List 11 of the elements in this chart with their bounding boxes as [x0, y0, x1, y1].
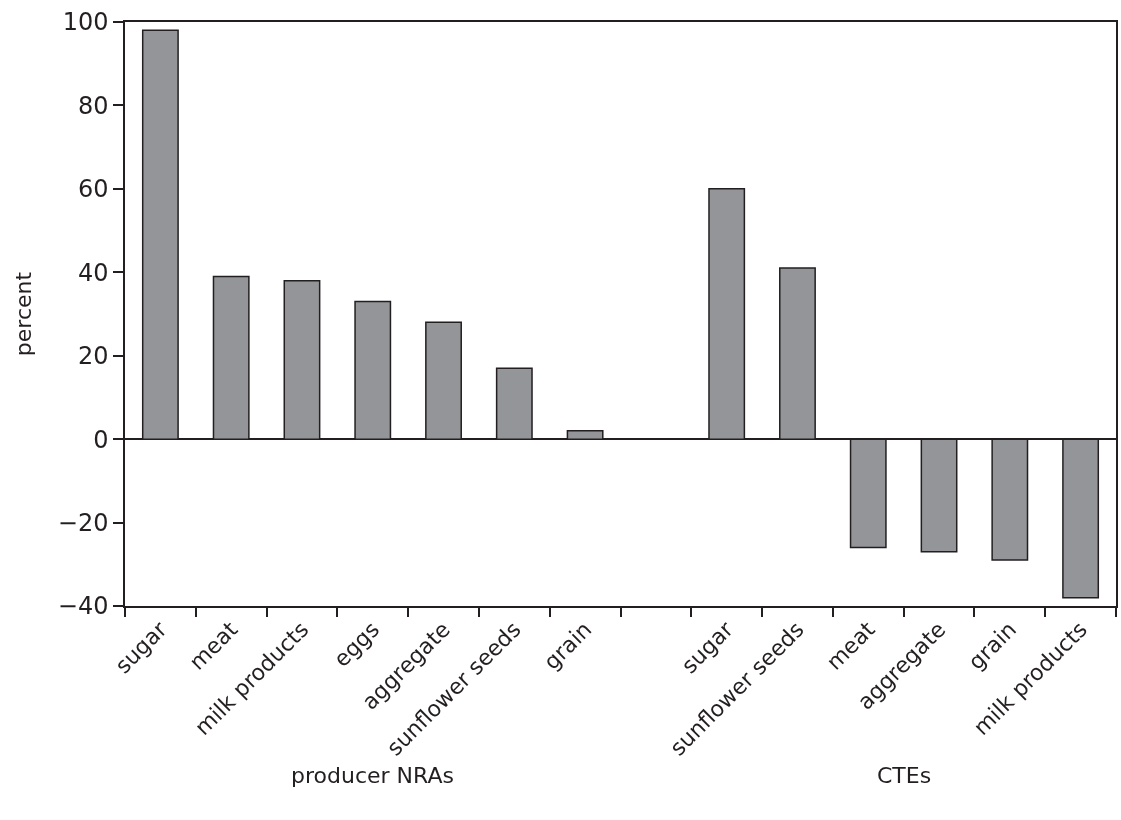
y-tick-label: 0: [93, 425, 109, 454]
y-tick-label: 20: [77, 342, 109, 371]
y-axis-title: percent: [11, 271, 37, 357]
y-tick-label: −20: [57, 508, 109, 537]
y-tick-label: 80: [77, 91, 109, 120]
text: producer NRAs: [291, 763, 454, 788]
y-tick-label: −40: [57, 592, 109, 621]
y-tick-label: 60: [77, 175, 109, 204]
y-tick-label: 40: [77, 258, 109, 287]
y-tick-label: 100: [62, 8, 109, 37]
text: CTEs: [877, 763, 932, 788]
